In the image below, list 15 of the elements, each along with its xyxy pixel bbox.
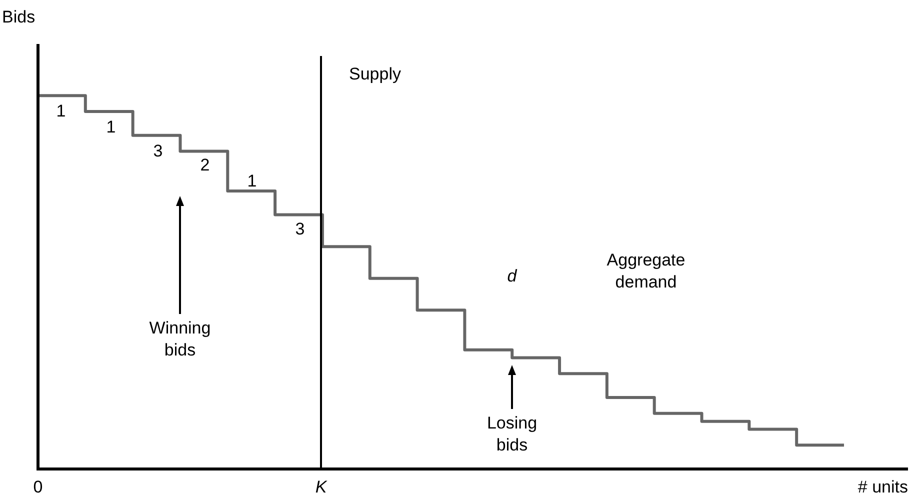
- text: K: [315, 478, 328, 497]
- annotation: Winning bids: [149, 318, 211, 360]
- annotation: 1: [247, 172, 257, 191]
- x-axis-title: # units: [858, 478, 908, 497]
- annotation: 2: [200, 156, 210, 175]
- annotation: 1: [106, 118, 116, 137]
- annotation: d: [507, 266, 518, 286]
- annotation: 3: [295, 220, 305, 239]
- annotation: Losing bids: [486, 414, 538, 455]
- annotation: Aggregate demand: [606, 250, 686, 292]
- annotation: 1: [56, 102, 66, 121]
- annotation: 3: [153, 142, 163, 161]
- text: 0: [33, 478, 43, 497]
- y-axis-title: Bids: [2, 8, 36, 27]
- annotation: Supply: [349, 64, 402, 84]
